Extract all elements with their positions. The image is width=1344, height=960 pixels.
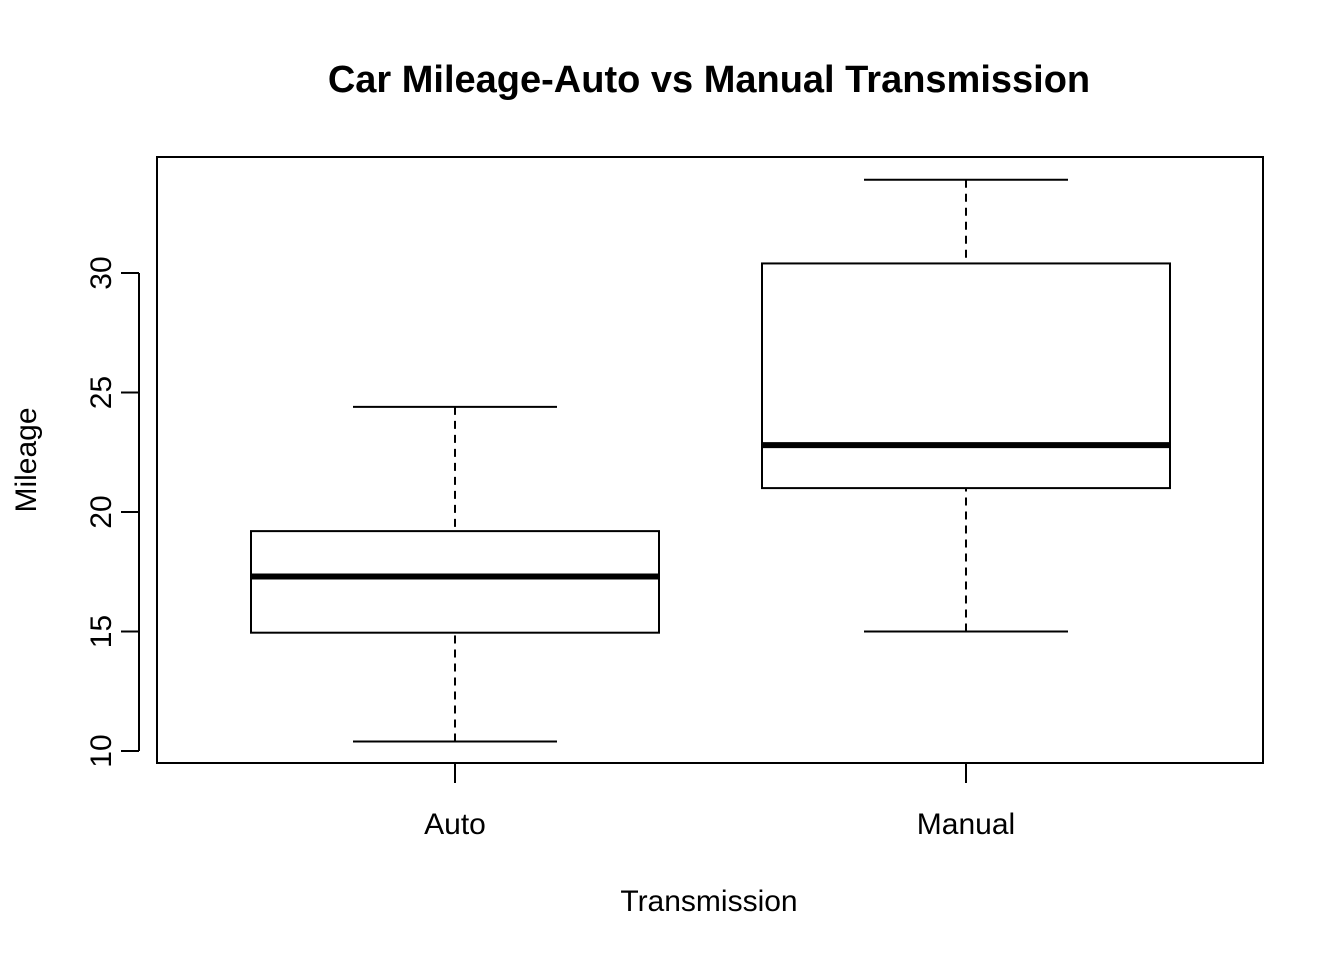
x-tick-label: Auto [424,808,486,841]
boxes-group [250,178,1171,743]
box-auto [250,405,660,743]
chart-title: Car Mileage-Auto vs Manual Transmission [328,59,1090,101]
box-manual [761,178,1171,633]
y-tick-label: 25 [85,376,118,409]
x-axis: Auto Manual [424,763,1015,841]
y-tick-label: 10 [85,734,118,767]
x-tick-label: Manual [917,808,1015,841]
y-tick-label: 15 [85,615,118,648]
iqr-box [250,530,660,634]
y-axis: 10 15 20 25 30 [85,256,140,768]
iqr-box [761,262,1171,490]
plot-frame [156,156,1264,764]
y-tick-label: 20 [85,495,118,528]
y-tick-label: 30 [85,256,118,289]
x-axis-label: Transmission [620,885,797,918]
y-axis-label: Mileage [10,407,43,512]
